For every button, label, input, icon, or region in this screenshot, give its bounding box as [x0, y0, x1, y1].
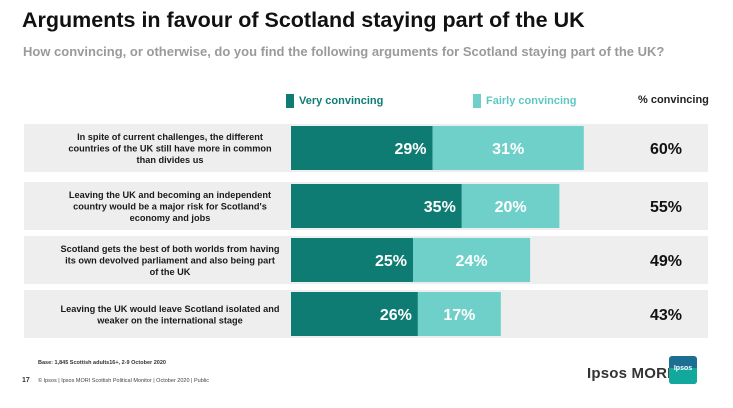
bar-very-convincing	[291, 126, 433, 170]
bar-fairly-convincing	[417, 292, 501, 336]
bar-very-convincing	[291, 292, 418, 336]
category-label: of the UK	[150, 267, 191, 277]
category-label: economy and jobs	[130, 213, 211, 223]
total-label: 60%	[650, 141, 682, 158]
bar-fairly-convincing	[432, 126, 584, 170]
data-label-very: 25%	[375, 253, 407, 270]
category-label: weaker on the international stage	[96, 315, 243, 325]
category-label: countries of the UK still have more in c…	[68, 144, 272, 154]
legend-very-convincing: Very convincing	[286, 94, 383, 108]
chart-title: Arguments in favour of Scotland staying …	[22, 8, 585, 32]
data-label-very: 35%	[424, 199, 456, 216]
data-label-fairly: 31%	[492, 141, 524, 158]
data-label-fairly: 24%	[456, 253, 488, 270]
logo-text: Ipsos	[673, 365, 693, 372]
category-label: its own devolved parliament and also bei…	[65, 256, 275, 266]
total-label: 55%	[650, 199, 682, 216]
page-number: 17	[22, 377, 30, 384]
data-label-fairly: 20%	[495, 199, 527, 216]
legend-fairly-convincing: Fairly convincing	[473, 94, 576, 108]
category-label: Leaving the UK would leave Scotland isol…	[60, 304, 279, 314]
bar-fairly-convincing	[413, 238, 531, 282]
legend-swatch-fairly	[473, 94, 481, 108]
chart-subtitle: How convincing, or otherwise, do you fin…	[23, 44, 665, 59]
brand-name: Ipsos MORI	[587, 365, 672, 382]
data-label-fairly: 17%	[443, 307, 475, 324]
legend-label-very: Very convincing	[299, 95, 384, 107]
data-label-very: 26%	[380, 307, 412, 324]
legend-percent-convincing: % convincing	[638, 94, 709, 106]
legend-label-fairly: Fairly convincing	[486, 95, 577, 107]
ipsos-logo: Ipsos	[669, 356, 697, 384]
category-label: Leaving the UK and becoming an independe…	[69, 190, 271, 200]
footer-copyright: © Ipsos | Ipsos MORI Scottish Political …	[38, 378, 209, 384]
category-label: Scotland gets the best of both worlds fr…	[61, 244, 280, 254]
bar-very-convincing	[291, 184, 462, 228]
category-label: than divides us	[137, 155, 204, 165]
data-label-very: 29%	[394, 141, 426, 158]
bar-very-convincing	[291, 238, 413, 282]
bar-fairly-convincing	[461, 184, 560, 228]
legend-swatch-very	[286, 94, 294, 108]
footer-base-note: Base: 1,845 Scottish adults16+, 2-9 Octo…	[38, 360, 166, 366]
category-label: country would be a major risk for Scotla…	[73, 202, 267, 212]
total-label: 43%	[650, 307, 682, 324]
category-label: In spite of current challenges, the diff…	[77, 132, 263, 142]
total-label: 49%	[650, 253, 682, 270]
legend-label-pct: % convincing	[638, 94, 709, 106]
logo-band	[669, 368, 697, 384]
